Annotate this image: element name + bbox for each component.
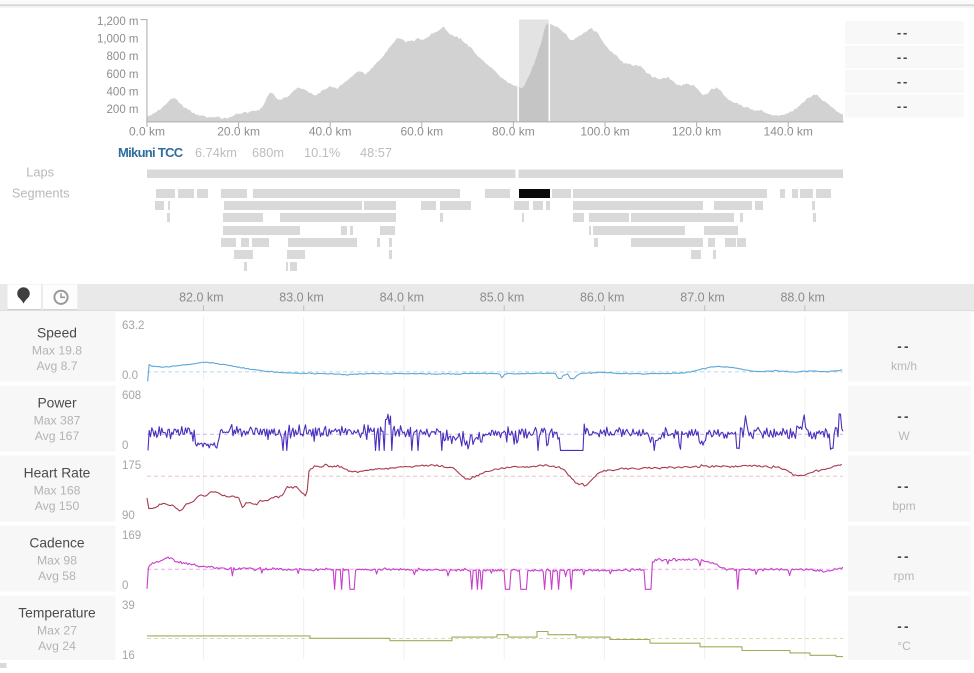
svg-text:Max 387: Max 387 [34,414,81,428]
svg-text:--: -- [897,50,909,65]
svg-text:84.0 km: 84.0 km [380,291,424,305]
svg-text:0.0: 0.0 [122,370,138,382]
svg-text:88.0 km: 88.0 km [780,291,824,305]
svg-text:82.0 km: 82.0 km [179,291,223,305]
svg-text:1,000 m: 1,000 m [97,34,139,46]
svg-text:Heart Rate: Heart Rate [24,466,91,481]
svg-text:--: -- [897,549,910,564]
svg-text:39: 39 [122,600,135,612]
svg-text:175: 175 [122,460,141,472]
svg-text:85.0 km: 85.0 km [480,291,524,305]
svg-text:°C: °C [897,639,911,653]
svg-text:--: -- [897,74,909,89]
svg-text:600 m: 600 m [107,69,139,81]
svg-text:6.74km: 6.74km [195,145,237,160]
svg-text:Speed: Speed [37,326,77,341]
svg-text:90: 90 [122,510,135,522]
svg-text:Avg 24: Avg 24 [38,639,76,653]
svg-text:rpm: rpm [894,569,915,583]
svg-text:0: 0 [122,580,128,592]
svg-text:400 m: 400 m [107,86,139,98]
svg-text:Max 27: Max 27 [37,624,77,638]
svg-text:Mikuni TCC: Mikuni TCC [118,145,184,160]
svg-text:10.1%: 10.1% [304,145,340,160]
svg-text:1,200 m: 1,200 m [97,16,139,28]
svg-text:680m: 680m [252,145,284,160]
svg-text:W: W [898,429,910,443]
svg-text:Max 19.8: Max 19.8 [32,344,82,358]
svg-text:Cadence: Cadence [29,536,85,551]
svg-text:Avg 150: Avg 150 [35,499,80,513]
svg-text:km/h: km/h [891,359,917,373]
svg-text:--: -- [897,339,910,354]
svg-text:63.2: 63.2 [122,320,144,332]
svg-text:87.0 km: 87.0 km [680,291,724,305]
svg-text:Temperature: Temperature [18,606,96,621]
svg-text:800 m: 800 m [107,51,139,63]
svg-text:--: -- [897,409,910,424]
svg-text:Segments: Segments [12,186,70,201]
svg-text:83.0 km: 83.0 km [279,291,323,305]
svg-text:608: 608 [122,390,141,402]
svg-text:Laps: Laps [26,165,54,180]
svg-text:Power: Power [37,396,77,411]
svg-text:86.0 km: 86.0 km [580,291,624,305]
svg-text:Avg 58: Avg 58 [38,569,76,583]
svg-text:0: 0 [122,440,128,452]
svg-text:--: -- [897,99,909,114]
svg-text:Max 168: Max 168 [34,484,81,498]
svg-text:200 m: 200 m [107,104,139,116]
svg-text:Avg 8.7: Avg 8.7 [36,359,77,373]
svg-text:169: 169 [122,530,141,542]
svg-text:--: -- [897,479,910,494]
svg-text:48:57: 48:57 [360,145,392,160]
svg-text:--: -- [897,25,909,40]
svg-text:bpm: bpm [892,499,915,513]
svg-text:--: -- [897,619,910,634]
svg-text:Max 98: Max 98 [37,554,77,568]
svg-text:Avg 167: Avg 167 [35,429,80,443]
